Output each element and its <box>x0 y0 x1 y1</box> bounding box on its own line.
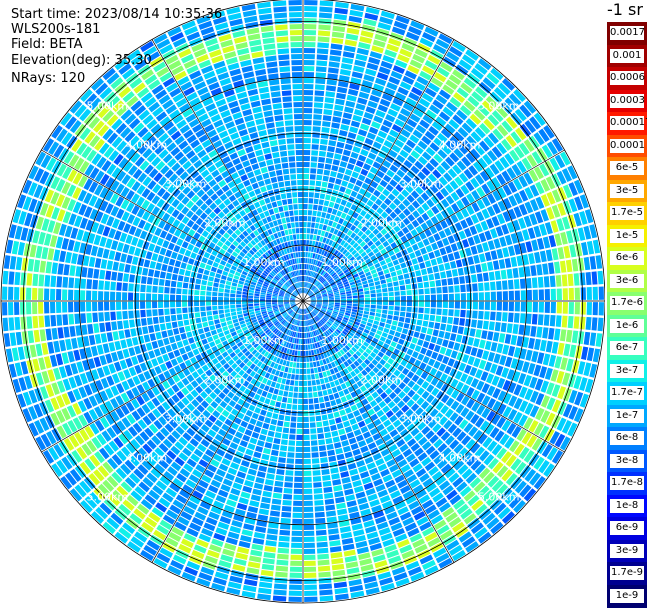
range-label: 5.00km <box>86 99 128 112</box>
colorbar-step: 3e-5 <box>607 179 647 203</box>
colorbar-tick-label: 1e-6 <box>610 318 644 333</box>
range-label: 3.00km <box>400 412 442 425</box>
colorbar-tick-label: 3e-7 <box>610 363 644 378</box>
range-label: 2.00km <box>361 217 403 230</box>
colorbar-step: 0.001 <box>607 44 647 68</box>
colorbar-step: 3e-7 <box>607 359 647 383</box>
colorbar-tick-label: 0.0006 <box>610 71 645 85</box>
colorbar-step: 0.0003 <box>607 89 647 113</box>
colorbar-step: 3e-8 <box>607 449 647 473</box>
range-labels: 1.00km 1.00km 1.00km 1.00km 2.00km 2.00km 2.00… <box>86 99 519 503</box>
colorbar-tick-label: 1.7e-8 <box>610 476 644 490</box>
range-label: 1.00km <box>321 334 363 347</box>
colorbar-step: 3e-6 <box>607 269 647 293</box>
nrays-text: NRays: 120 <box>11 71 86 86</box>
colorbar-tick-label: 6e-7 <box>610 341 644 355</box>
field-text: Field: BETA <box>11 37 83 52</box>
range-label: 4.00km <box>126 452 168 465</box>
colorbar-step: 3e-9 <box>607 539 647 563</box>
colorbar-tick-label: 3e-6 <box>610 273 644 288</box>
azimuth-spoke <box>302 300 565 453</box>
colorbar-tick-label: 6e-8 <box>610 431 644 445</box>
range-label: 1.00km <box>321 256 363 269</box>
colorbar-step: 1.7e-5 <box>607 202 647 225</box>
colorbar-tick-label: 6e-5 <box>610 161 644 175</box>
colorbar-tick-label: 6e-9 <box>610 521 644 535</box>
range-label: 5.00km <box>478 491 520 504</box>
colorbar-tick-label: 3e-8 <box>610 453 644 468</box>
colorbar-tick-label: 0.0003 <box>610 93 645 108</box>
colorbar-step: 0.00017 <box>607 112 647 135</box>
colorbar-step: 0.0001 <box>607 134 647 158</box>
backscatter-gates <box>2 0 604 602</box>
colorbar-tick-label: 0.00017 <box>610 116 647 130</box>
colorbar-step: 1.7e-7 <box>607 382 647 405</box>
range-label: 1.00km <box>243 256 285 269</box>
azimuth-spoke <box>151 39 304 302</box>
colorbar-tick-label: 1.7e-7 <box>610 386 644 400</box>
ppi-scan-plot: 1.00km 1.00km 1.00km 1.00km 2.00km 2.00km 2.00… <box>0 0 605 604</box>
colorbar-tick-label: 1e-7 <box>610 408 644 423</box>
azimuth-spoke <box>302 300 455 563</box>
colorbar-step: 6e-5 <box>607 157 647 180</box>
colorbar-step: 1.7e-9 <box>607 562 647 585</box>
range-label: 3.00km <box>165 412 207 425</box>
elevation-text: Elevation(deg): 35.30 <box>11 53 152 68</box>
range-label: 2.00km <box>204 217 246 230</box>
azimuth-spoke <box>302 149 565 302</box>
range-label: 3.00km <box>400 178 442 191</box>
colorbar-step: 6e-7 <box>607 337 647 360</box>
colorbar-step: 1e-6 <box>607 314 647 338</box>
colorbar-tick-label: 0.0017 <box>610 26 645 40</box>
range-label: 3.00km <box>165 178 207 191</box>
colorbar-tick-label: 6e-6 <box>610 251 644 265</box>
colorbar-step: 0.0017 <box>607 22 647 45</box>
range-label: 5.00km <box>86 491 128 504</box>
colorbar-step: 6e-8 <box>607 427 647 450</box>
colorbar-tick-label: 0.001 <box>610 48 644 63</box>
colorbar-step: 1e-8 <box>607 494 647 518</box>
colorbar-tick-label: 3e-9 <box>610 543 644 558</box>
colorbar-tick-label: 1e-9 <box>610 588 644 603</box>
colorbar-step: 1e-5 <box>607 224 647 248</box>
colorbar-step: 1e-9 <box>607 584 647 608</box>
start-time-text: Start time: 2023/08/14 10:35:36 <box>11 7 223 22</box>
colorbar-tick-label: 1.7e-9 <box>610 566 644 580</box>
colorbar-tick-label: 3e-5 <box>610 183 644 198</box>
colorbar-tick-label: 1e-5 <box>610 228 644 243</box>
range-label: 4.00km <box>439 138 481 151</box>
colorbar-step: 1.7e-8 <box>607 472 647 495</box>
colorbar-step: 1.7e-6 <box>607 292 647 315</box>
range-label: 2.00km <box>204 373 246 386</box>
range-grid <box>0 0 605 604</box>
colorbar-tick-label: 1e-8 <box>610 498 644 513</box>
colorbar: 0.0017 0.001 0.0006 0.0003 0.00017 0.0001 6e-5… <box>607 22 647 608</box>
colorbar-step: 0.0006 <box>607 67 647 90</box>
colorbar-tick-label: 0.0001 <box>610 138 645 153</box>
colorbar-step: 1e-7 <box>607 404 647 428</box>
range-label: 4.00km <box>439 452 481 465</box>
instrument-id-text: WLS200s-181 <box>11 22 101 37</box>
colorbar-unit-label: -1 sr <box>607 0 643 19</box>
azimuth-spoke <box>302 39 455 302</box>
azimuth-spoke <box>41 149 304 302</box>
colorbar-tick-label: 1.7e-5 <box>610 206 644 220</box>
range-label: 2.00km <box>361 373 403 386</box>
range-label: 1.00km <box>243 334 285 347</box>
azimuth-spoke <box>41 300 304 453</box>
range-label: 5.00km <box>478 99 520 112</box>
colorbar-tick-label: 1.7e-6 <box>610 296 644 310</box>
range-label: 4.00km <box>126 138 168 151</box>
colorbar-step: 6e-9 <box>607 517 647 540</box>
colorbar-step: 6e-6 <box>607 247 647 270</box>
azimuth-spoke <box>151 300 304 563</box>
